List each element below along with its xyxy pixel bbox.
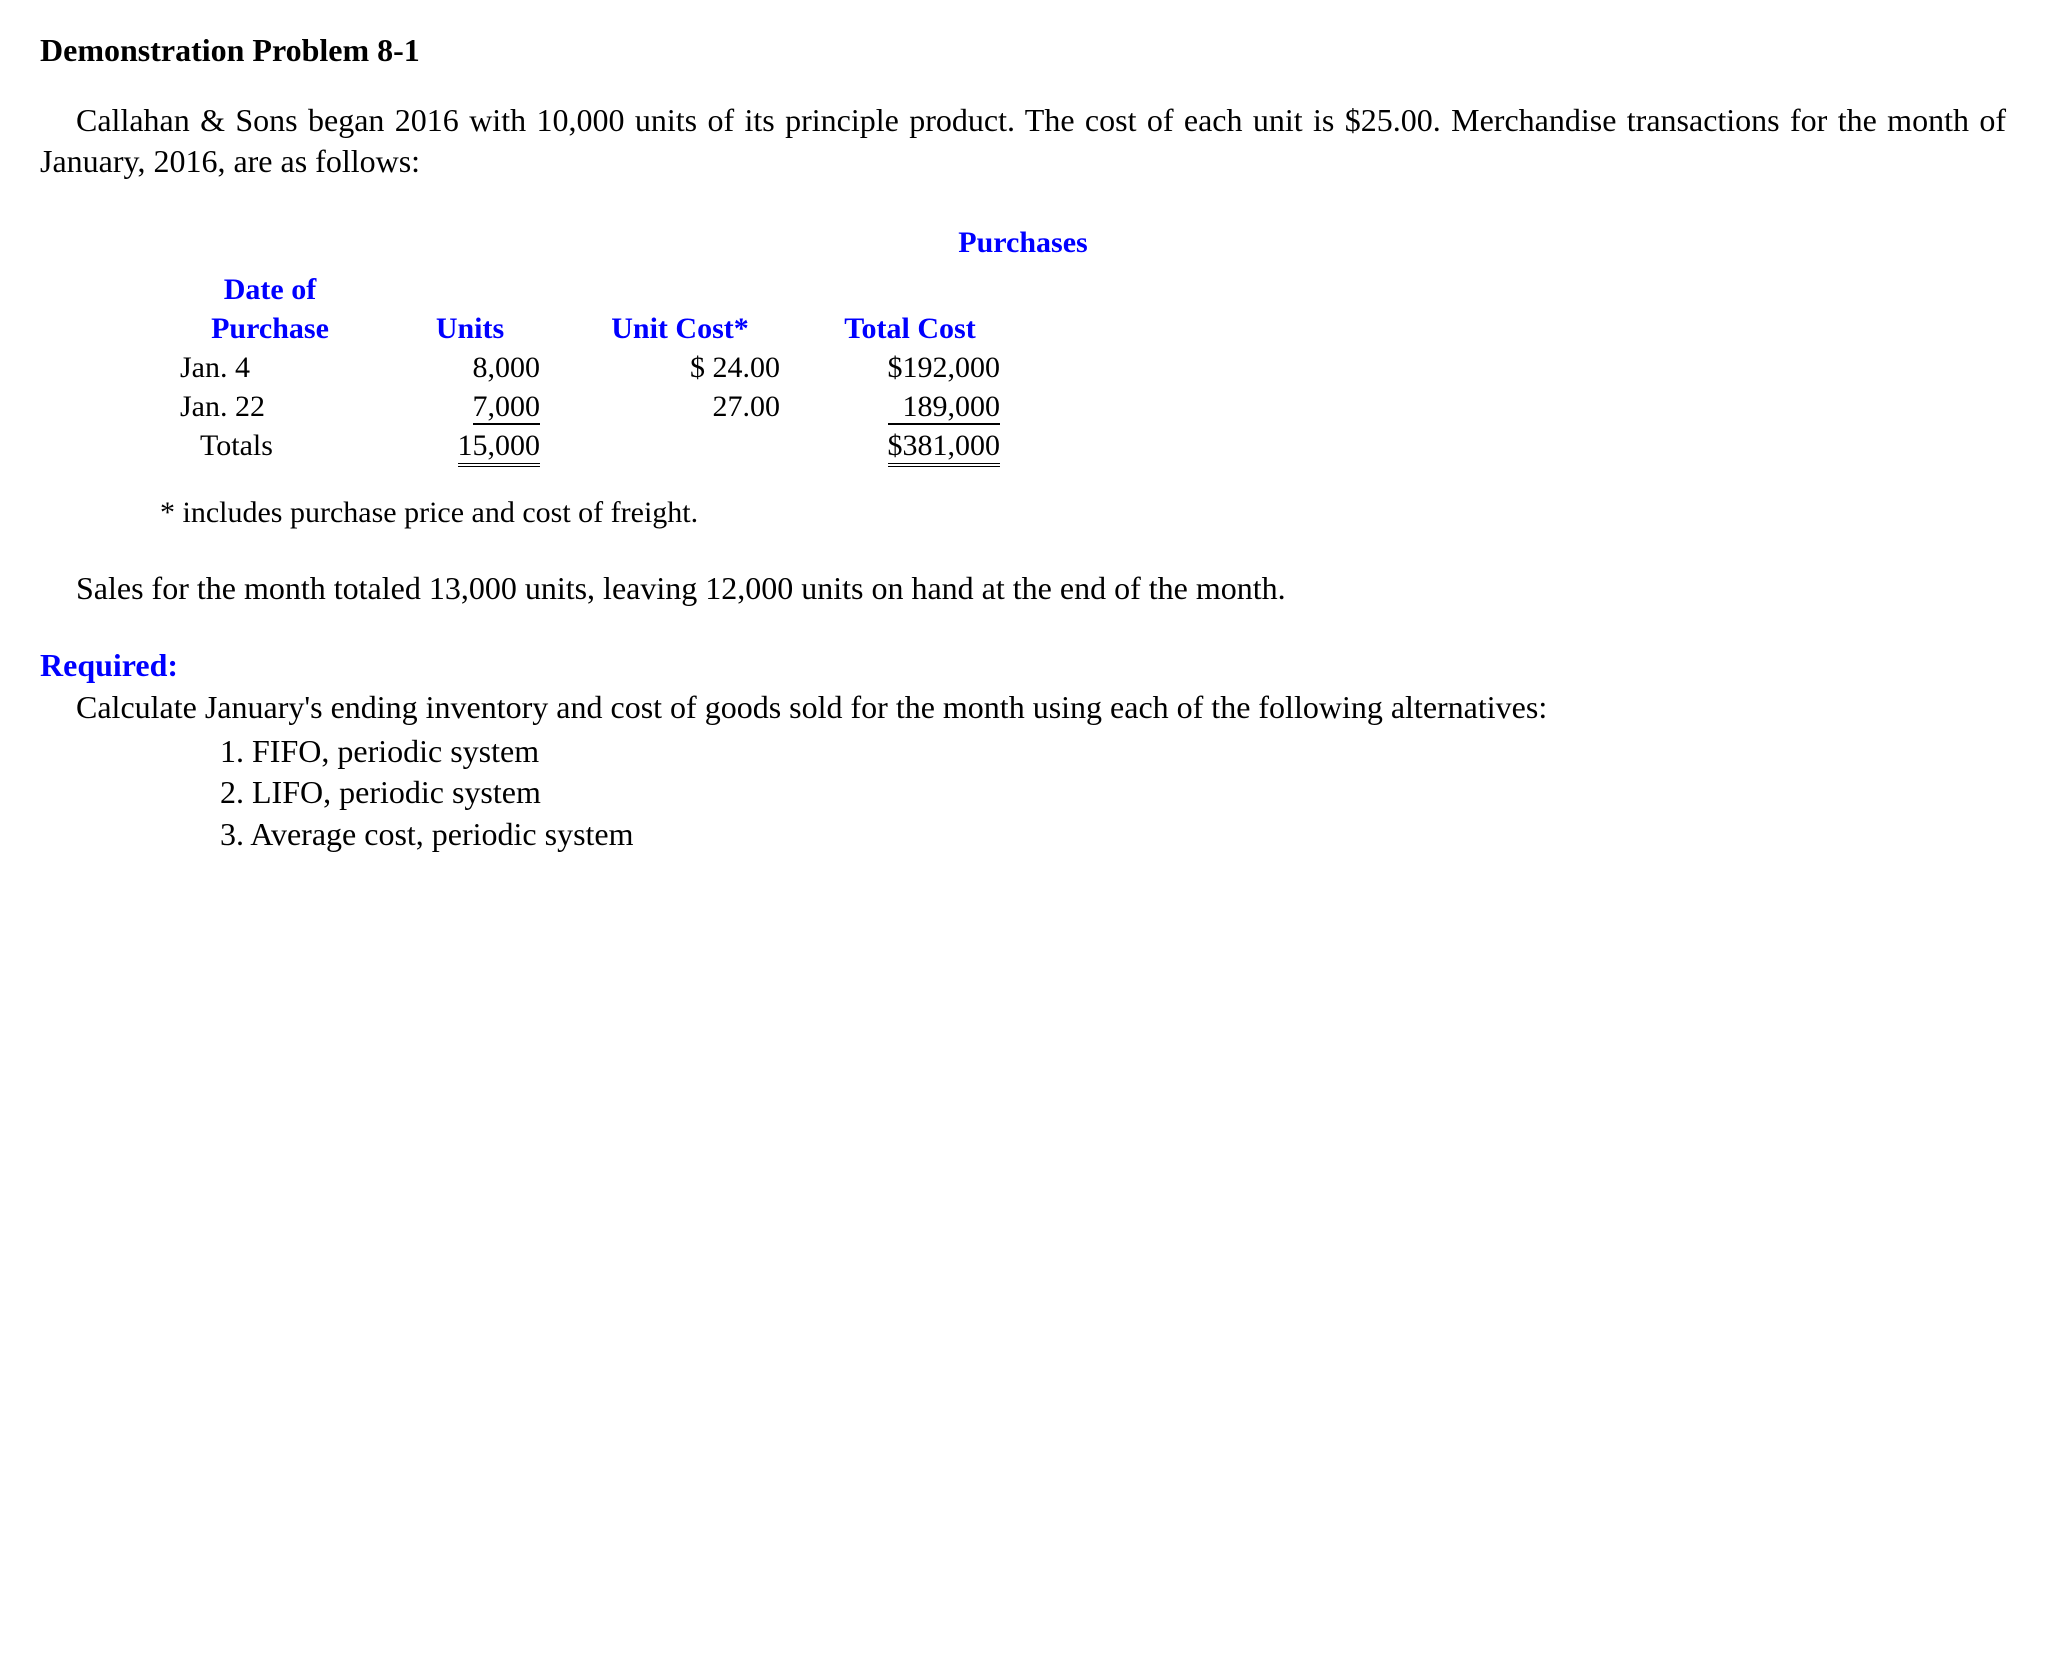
cell-date: Jan. 22 [160,387,380,426]
table-header-row: Date ofPurchase Units Unit Cost* Total C… [160,270,1020,348]
intro-paragraph: Callahan & Sons began 2016 with 10,000 u… [40,100,2006,183]
cell-total-cost: 189,000 [800,387,1020,426]
header-total-cost: Total Cost [800,270,1020,348]
alternative-item: 2. LIFO, periodic system [220,772,2006,814]
cell-unit-cost: $ 24.00 [560,348,800,387]
totals-total-cost: $381,000 [800,426,1020,465]
totals-unit-cost [560,426,800,465]
alternative-item: 3. Average cost, periodic system [220,814,2006,856]
table-totals-row: Totals 15,000 $381,000 [160,426,1020,465]
required-label: Required: [40,645,2006,687]
totals-label: Totals [160,426,380,465]
cell-units: 8,000 [380,348,560,387]
purchases-table: Date ofPurchase Units Unit Cost* Total C… [160,270,2006,465]
sales-paragraph: Sales for the month totaled 13,000 units… [40,568,2006,610]
table-footnote: * includes purchase price and cost of fr… [160,493,2006,532]
cell-total-cost: $192,000 [800,348,1020,387]
cell-units: 7,000 [380,387,560,426]
header-units: Units [380,270,560,348]
table-row: Jan. 4 8,000 $ 24.00 $192,000 [160,348,1020,387]
cell-date: Jan. 4 [160,348,380,387]
alternatives-list: 1. FIFO, periodic system 2. LIFO, period… [220,731,2006,856]
required-instruction: Calculate January's ending inventory and… [40,687,2006,729]
problem-title: Demonstration Problem 8-1 [40,30,2006,72]
header-date: Date ofPurchase [160,270,380,348]
totals-units: 15,000 [380,426,560,465]
table-row: Jan. 22 7,000 27.00 189,000 [160,387,1020,426]
header-unit-cost: Unit Cost* [560,270,800,348]
required-section: Required: Calculate January's ending inv… [40,645,2006,855]
purchases-table-title: Purchases [40,223,2006,262]
alternative-item: 1. FIFO, periodic system [220,731,2006,773]
cell-unit-cost: 27.00 [560,387,800,426]
